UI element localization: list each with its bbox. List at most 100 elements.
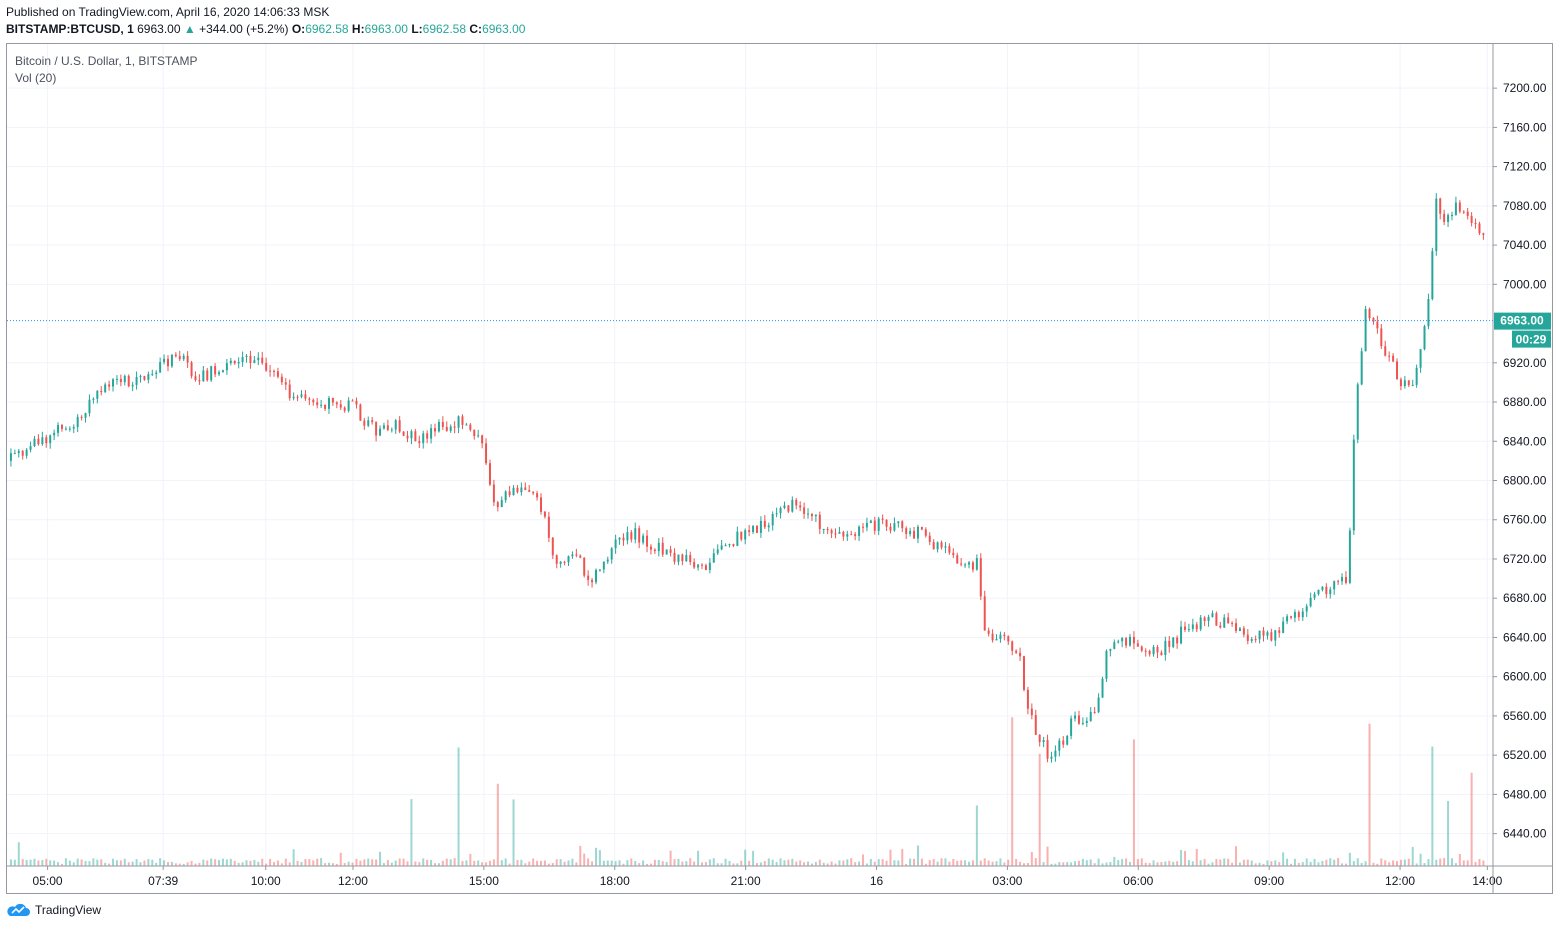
volume-bar — [351, 862, 354, 866]
candle-body — [763, 520, 766, 528]
volume-bar — [968, 861, 971, 866]
volume-bar — [41, 860, 44, 866]
volume-bar — [174, 863, 177, 866]
volume-bar — [1011, 717, 1014, 866]
candle-body — [1242, 628, 1245, 635]
low-value: 6962.58 — [422, 22, 467, 36]
open-value: 6962.58 — [305, 22, 349, 36]
candle-body — [944, 546, 947, 548]
volume-bar — [724, 858, 727, 866]
volume-bar — [119, 860, 122, 866]
volume-bar — [626, 860, 629, 866]
volume-bar — [331, 863, 334, 866]
volume-bar — [657, 860, 660, 866]
volume-bar — [1101, 863, 1104, 866]
candle-body — [759, 520, 762, 533]
candle-body — [1368, 309, 1371, 319]
volume-bar — [327, 862, 330, 866]
volume-bar — [398, 858, 401, 866]
volume-bar — [1026, 862, 1029, 866]
candle-body — [893, 523, 896, 531]
candle-body — [728, 544, 731, 546]
volume-bar — [783, 860, 786, 866]
candle-body — [68, 428, 71, 430]
candle-body — [1372, 318, 1375, 322]
time-tick-label: 05:00 — [33, 874, 63, 888]
candle-body — [881, 518, 884, 520]
volume-bar — [1356, 858, 1359, 866]
candle-body — [591, 579, 594, 583]
candle-body — [477, 435, 480, 437]
candle-body — [1447, 215, 1450, 222]
volume-bar — [135, 859, 138, 866]
volume-bar — [508, 863, 511, 866]
candle-body — [642, 535, 645, 543]
candle-body — [1246, 634, 1249, 641]
volume-bar — [677, 858, 680, 866]
candle-body — [1439, 198, 1442, 214]
candle-body — [551, 537, 554, 556]
candle-body — [229, 360, 232, 364]
volume-bar — [540, 860, 543, 866]
price-tick-label: 7200.00 — [1503, 81, 1547, 95]
candle-body — [241, 356, 244, 363]
volume-bar — [1341, 863, 1344, 866]
candle-body — [646, 535, 649, 547]
candle-body — [1085, 720, 1088, 723]
candle-body — [524, 487, 527, 491]
candle-body — [64, 428, 67, 430]
candle-body — [76, 416, 79, 428]
candle-body — [394, 420, 397, 430]
volume-bar — [1227, 858, 1230, 866]
candle-body — [901, 521, 904, 529]
time-tick-label: 10:00 — [251, 874, 281, 888]
volume-bar — [492, 859, 495, 866]
volume-bar — [795, 861, 798, 866]
volume-bar — [166, 862, 169, 866]
volume-bar — [225, 859, 228, 866]
candle-body — [1038, 734, 1041, 743]
volume-bar — [1070, 862, 1073, 866]
volume-bar — [33, 858, 36, 866]
candle-body — [673, 552, 676, 562]
candle-body — [53, 432, 56, 436]
volume-bar — [732, 863, 735, 866]
candle-body — [948, 546, 951, 553]
volume-bar — [567, 860, 570, 866]
volume-bar — [159, 858, 162, 866]
candle-body — [1160, 652, 1163, 656]
volume-bar — [367, 858, 370, 866]
volume-bar — [45, 858, 48, 866]
volume-bar — [547, 863, 550, 866]
legend-title[interactable]: Bitcoin / U.S. Dollar, 1, BITSTAMP — [15, 54, 198, 68]
candle-body — [1466, 211, 1469, 216]
candle-body — [1034, 715, 1037, 735]
candle-body — [112, 379, 115, 387]
candle-body — [1136, 643, 1139, 647]
candle-body — [1191, 624, 1194, 629]
price-tick-label: 6760.00 — [1503, 513, 1547, 527]
candle-body — [320, 404, 323, 406]
legend-volume[interactable]: Vol (20) — [15, 71, 57, 85]
volume-bar — [265, 863, 268, 866]
close-label: C: — [469, 22, 483, 36]
volume-bar — [1419, 853, 1422, 866]
volume-bar — [414, 861, 417, 866]
volume-bar — [324, 863, 327, 866]
candle-body — [1007, 636, 1010, 642]
candle-body — [1231, 622, 1234, 624]
volume-bar — [218, 859, 221, 866]
volume-bar — [1038, 753, 1041, 866]
candle-body — [80, 416, 83, 418]
candle-body — [186, 355, 189, 363]
candle-body — [414, 431, 417, 442]
candle-body — [826, 529, 829, 531]
tradingview-logo[interactable]: TradingView — [6, 903, 101, 917]
volume-bar — [1152, 860, 1155, 866]
volume-bar — [1470, 772, 1473, 866]
volume-bar — [771, 859, 774, 866]
volume-bar — [1089, 859, 1092, 866]
symbol-name[interactable]: BITSTAMP:BTCUSD, 1 — [6, 22, 134, 36]
candle-body — [1317, 589, 1320, 595]
